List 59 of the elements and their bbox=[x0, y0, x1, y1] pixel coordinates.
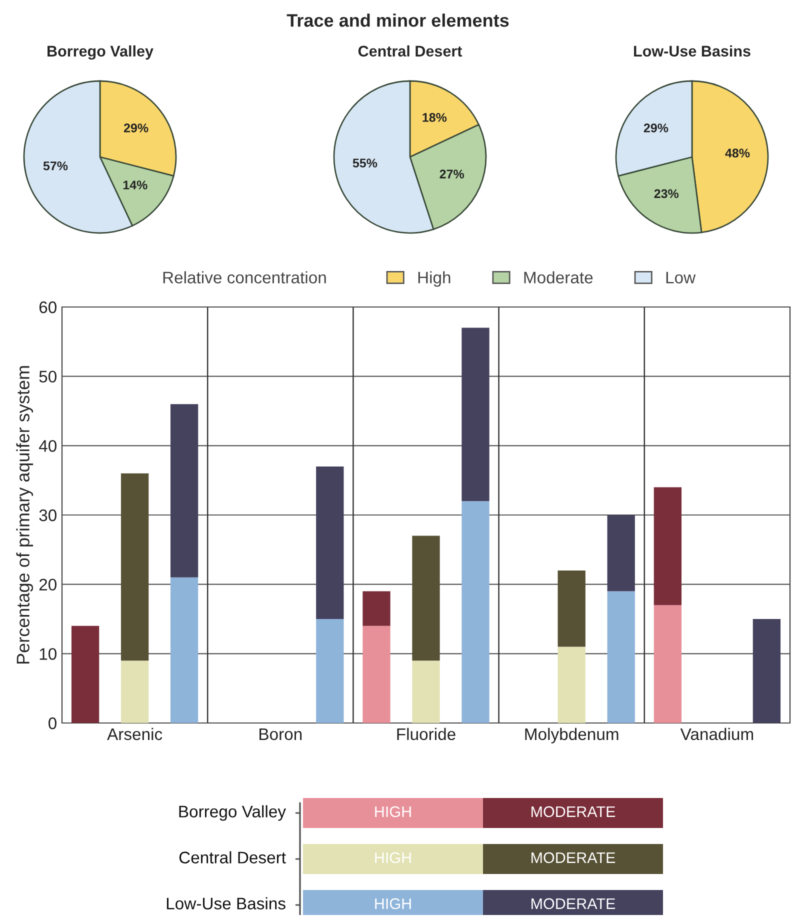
legend-label: High bbox=[418, 271, 450, 287]
chart-title: Borrego Valley bbox=[48, 45, 154, 60]
chart-title: Low-Use Basins bbox=[634, 45, 750, 57]
bar bbox=[654, 605, 682, 723]
legend-title: Borrego Valley bbox=[179, 805, 286, 821]
legend-label: Low bbox=[666, 272, 696, 284]
bar bbox=[412, 536, 440, 661]
bar bbox=[71, 626, 100, 723]
legend-label: Moderate bbox=[524, 271, 593, 284]
y-tick-label: 30 bbox=[39, 509, 56, 522]
x-tick-label: Arsenic bbox=[107, 728, 162, 740]
legend-title: Low-Use Basins bbox=[166, 897, 286, 910]
data-label: 29% bbox=[124, 124, 148, 132]
bar bbox=[120, 660, 149, 723]
text: MODERATE bbox=[532, 852, 616, 864]
data-label: 23% bbox=[654, 189, 679, 198]
y-tick-label: 60 bbox=[39, 301, 56, 314]
bar bbox=[752, 619, 781, 723]
bar bbox=[316, 619, 344, 723]
y-axis-title: Percentage of primary aquifer system bbox=[16, 366, 34, 664]
y-tick-label: 20 bbox=[39, 578, 56, 591]
bar bbox=[558, 646, 586, 723]
bar bbox=[462, 501, 490, 723]
text: HIGH bbox=[375, 852, 411, 864]
bar bbox=[462, 328, 490, 502]
data-label: 48% bbox=[725, 148, 750, 158]
x-tick-label: Vanadium bbox=[680, 728, 754, 740]
bar bbox=[607, 591, 635, 723]
x-tick-label: Boron bbox=[260, 728, 302, 740]
x-tick-label: Molybdenum bbox=[525, 728, 618, 744]
data-label: 14% bbox=[123, 180, 148, 190]
data-label: 18% bbox=[422, 113, 447, 122]
text: Trace and minor elements bbox=[286, 14, 509, 27]
x-tick-label: Fluoride bbox=[397, 728, 456, 740]
bar bbox=[120, 473, 149, 661]
data-label: 55% bbox=[352, 158, 378, 168]
data-label: 29% bbox=[644, 124, 668, 132]
chart-title: Central Desert bbox=[358, 45, 462, 57]
legend-title: Central Desert bbox=[179, 851, 286, 864]
text: HIGH bbox=[375, 898, 411, 910]
bar bbox=[170, 577, 198, 723]
y-tick-label: 50 bbox=[39, 370, 56, 383]
bar bbox=[558, 570, 586, 647]
bar bbox=[412, 660, 440, 723]
text: HIGH bbox=[375, 806, 411, 818]
y-tick-label: 0 bbox=[48, 717, 56, 730]
data-label: 57% bbox=[43, 161, 68, 170]
bar bbox=[170, 404, 198, 578]
bar bbox=[362, 591, 390, 626]
text: MODERATE bbox=[532, 898, 616, 910]
text: MODERATE bbox=[532, 806, 616, 818]
bar bbox=[607, 515, 635, 592]
bar bbox=[654, 487, 682, 606]
data-label: 27% bbox=[440, 170, 464, 178]
bar bbox=[316, 466, 344, 619]
y-tick-label: 40 bbox=[38, 440, 56, 452]
legend-title: Relative concentration bbox=[163, 271, 326, 284]
bar bbox=[362, 626, 390, 723]
y-tick-label: 10 bbox=[40, 648, 56, 660]
